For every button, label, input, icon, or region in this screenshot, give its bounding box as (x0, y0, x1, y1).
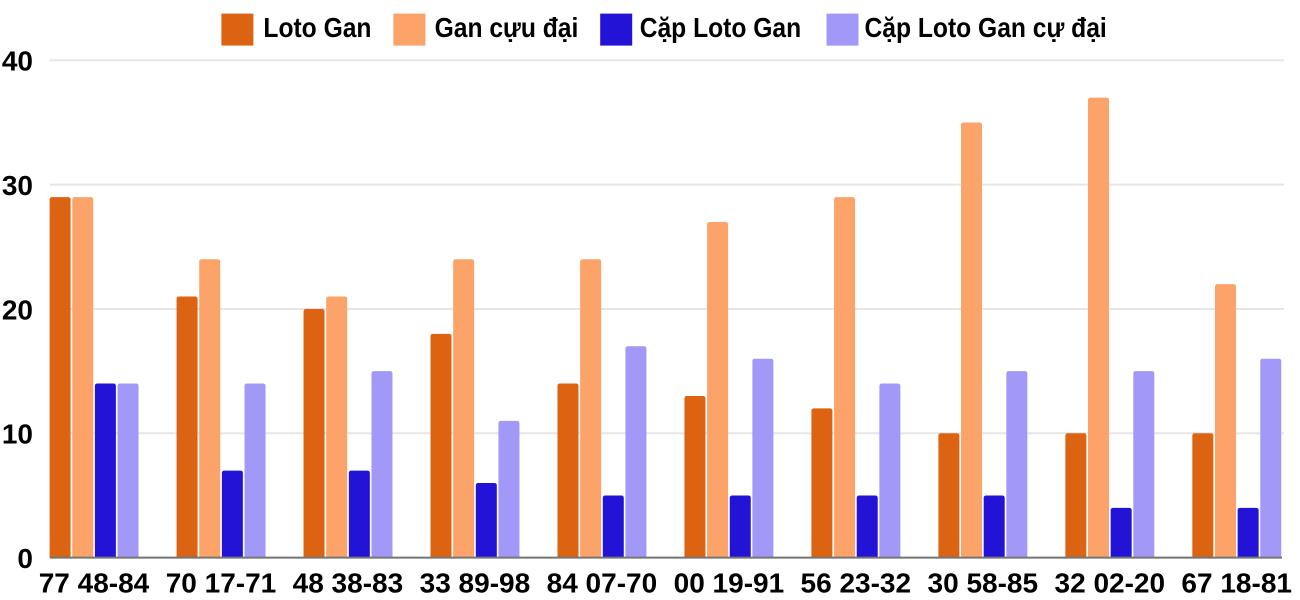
svg-text:70 17-71: 70 17-71 (166, 568, 277, 599)
svg-text:33 89-98: 33 89-98 (420, 568, 531, 599)
svg-text:67 18-81: 67 18-81 (1181, 568, 1292, 599)
svg-text:Cặp Loto Gan: Cặp Loto Gan (640, 11, 801, 43)
svg-text:Gan cựu đại: Gan cựu đại (435, 11, 579, 43)
svg-text:Loto Gan: Loto Gan (263, 11, 371, 43)
svg-text:20: 20 (2, 294, 33, 325)
svg-text:30 58-85: 30 58-85 (928, 568, 1039, 599)
svg-text:48 38-83: 48 38-83 (293, 568, 404, 599)
svg-text:30: 30 (2, 170, 33, 201)
svg-text:Cặp Loto Gan cự đại: Cặp Loto Gan cự đại (865, 11, 1107, 43)
svg-text:0: 0 (17, 543, 33, 574)
svg-text:84 07-70: 84 07-70 (547, 568, 658, 599)
svg-text:77 48-84: 77 48-84 (39, 568, 150, 599)
svg-text:00 19-91: 00 19-91 (674, 568, 785, 599)
svg-text:10: 10 (2, 419, 33, 450)
svg-text:32 02-20: 32 02-20 (1055, 568, 1166, 599)
svg-text:56 23-32: 56 23-32 (801, 568, 912, 599)
svg-text:40: 40 (2, 46, 33, 77)
